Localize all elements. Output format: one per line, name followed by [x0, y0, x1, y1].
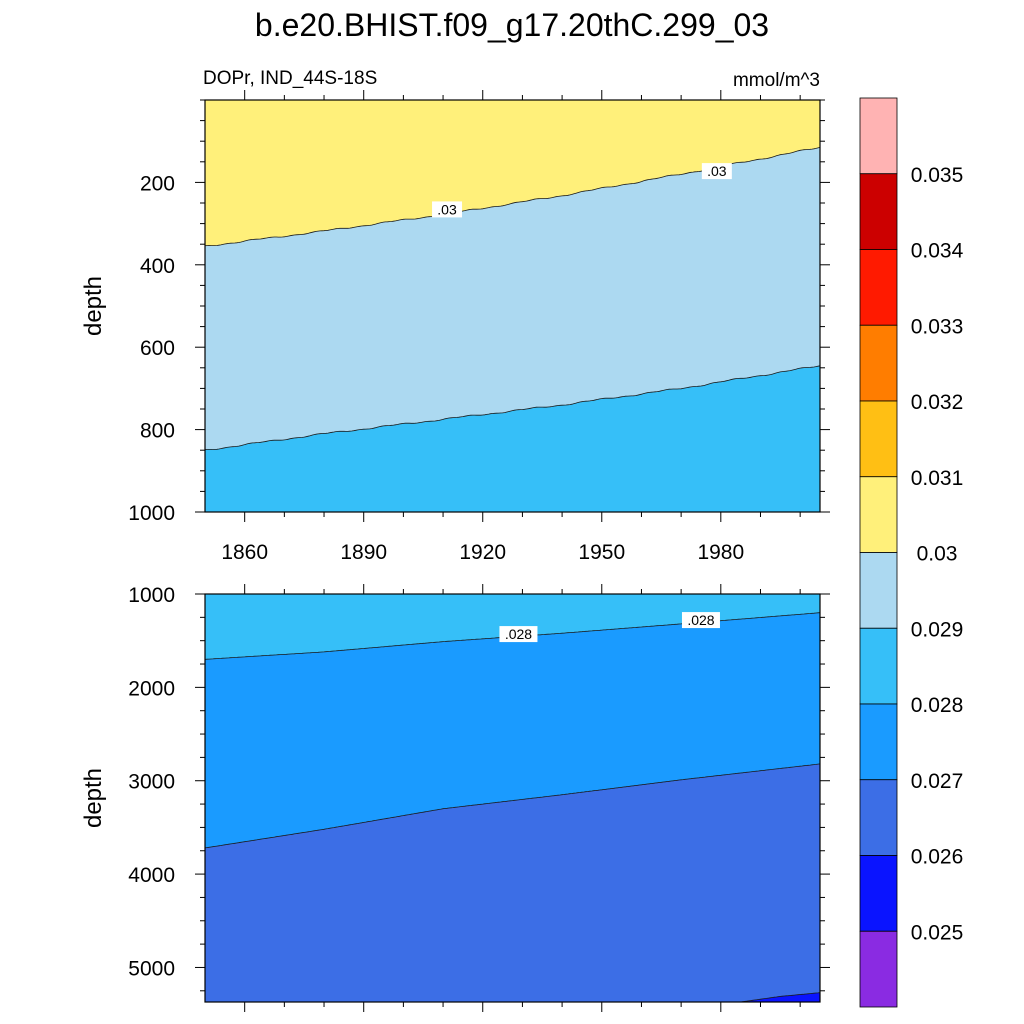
panel-subtitle-right: mmol/m^3: [733, 70, 820, 91]
colorbar-box-8: [859, 400, 898, 478]
colorbar-label-2: 0.026: [911, 846, 964, 869]
colorbar-label-4: 0.028: [911, 694, 964, 717]
colorbar-label-7: 0.031: [911, 467, 964, 490]
upper-y-axis-label: depth: [80, 276, 107, 336]
up-contour-label-1: .03: [432, 201, 463, 218]
colorbar-label-1: 0.025: [911, 921, 964, 944]
up-y-tick-label-4: 800: [140, 420, 175, 443]
colorbar-box-7: [859, 476, 898, 553]
colorbar-label-5: 0.029: [911, 618, 964, 641]
colorbar-box-6: [859, 552, 898, 629]
up-y-tick-label-2: 400: [140, 255, 175, 278]
colorbar-box-11: [859, 173, 898, 250]
up-y-tick-label-3: 600: [140, 337, 175, 360]
upper-panel: .03 .03 1860 1890 1920 1950 1980 200 400 600 800…: [80, 90, 830, 564]
colorbar-label-3: 0.027: [911, 770, 964, 793]
lo-contour-line-3: [740, 992, 821, 1003]
lower-panel: .028 .028 1000 2000 3000 4000 5000 depth: [80, 584, 830, 1012]
lo-y-tick-label-5: 5000: [128, 957, 175, 980]
colorbar-label-11: 0.035: [911, 164, 964, 187]
svg-text:.03: .03: [707, 163, 727, 179]
panel-subtitle-left: DOPr, IND_44S-18S: [203, 68, 377, 89]
up-x-tick-label-1: 1860: [221, 541, 268, 564]
colorbar-label-6: 0.03: [917, 543, 958, 566]
colorbar-box-10: [859, 249, 898, 326]
lower-y-axis-label: depth: [80, 768, 107, 828]
svg-text:.028: .028: [687, 612, 714, 628]
colorbar: 0.025 0.026 0.027 0.028 0.029 0.03 0.031 0.032 0…: [859, 97, 964, 1008]
up-x-tick-label-3: 1920: [459, 541, 506, 564]
up-x-tick-label-2: 1890: [340, 541, 387, 564]
colorbar-box-12: [859, 97, 898, 175]
lo-y-tick-label-2: 2000: [128, 677, 175, 700]
lo-region-4: [740, 992, 820, 1002]
up-contour-line-2: [204, 365, 821, 451]
colorbar-label-8: 0.032: [911, 391, 964, 414]
lower-plot-frame: [204, 593, 821, 1003]
colorbar-box-5: [859, 627, 898, 705]
lo-y-tick-label-4: 4000: [128, 864, 175, 887]
colorbar-box-3: [859, 779, 898, 856]
up-y-tick-label-1: 200: [140, 172, 175, 195]
up-x-tick-label-4: 1950: [578, 541, 625, 564]
lo-contour-label-1: .028: [499, 626, 538, 643]
svg-text:.03: .03: [437, 201, 457, 217]
colorbar-box-4: [859, 703, 898, 781]
colorbar-label-9: 0.033: [911, 315, 964, 338]
up-contour-label-2: .03: [701, 163, 732, 180]
colorbar-box-1: [859, 930, 898, 1008]
colorbar-label-10: 0.034: [911, 240, 964, 263]
lo-y-tick-label-1: 1000: [128, 584, 175, 607]
svg-text:.028: .028: [505, 626, 532, 642]
up-y-tick-label-5: 1000: [128, 502, 175, 525]
up-x-tick-label-5: 1980: [697, 541, 744, 564]
colorbar-box-2: [859, 855, 898, 932]
lo-contour-label-2: .028: [681, 612, 720, 629]
up-region-3: [205, 365, 820, 512]
lo-y-tick-label-3: 3000: [128, 771, 175, 794]
figure-title: b.e20.BHIST.f09_g17.20thC.299_03: [255, 7, 769, 43]
lo-contour-line-2: [204, 763, 821, 849]
colorbar-box-9: [859, 324, 898, 402]
